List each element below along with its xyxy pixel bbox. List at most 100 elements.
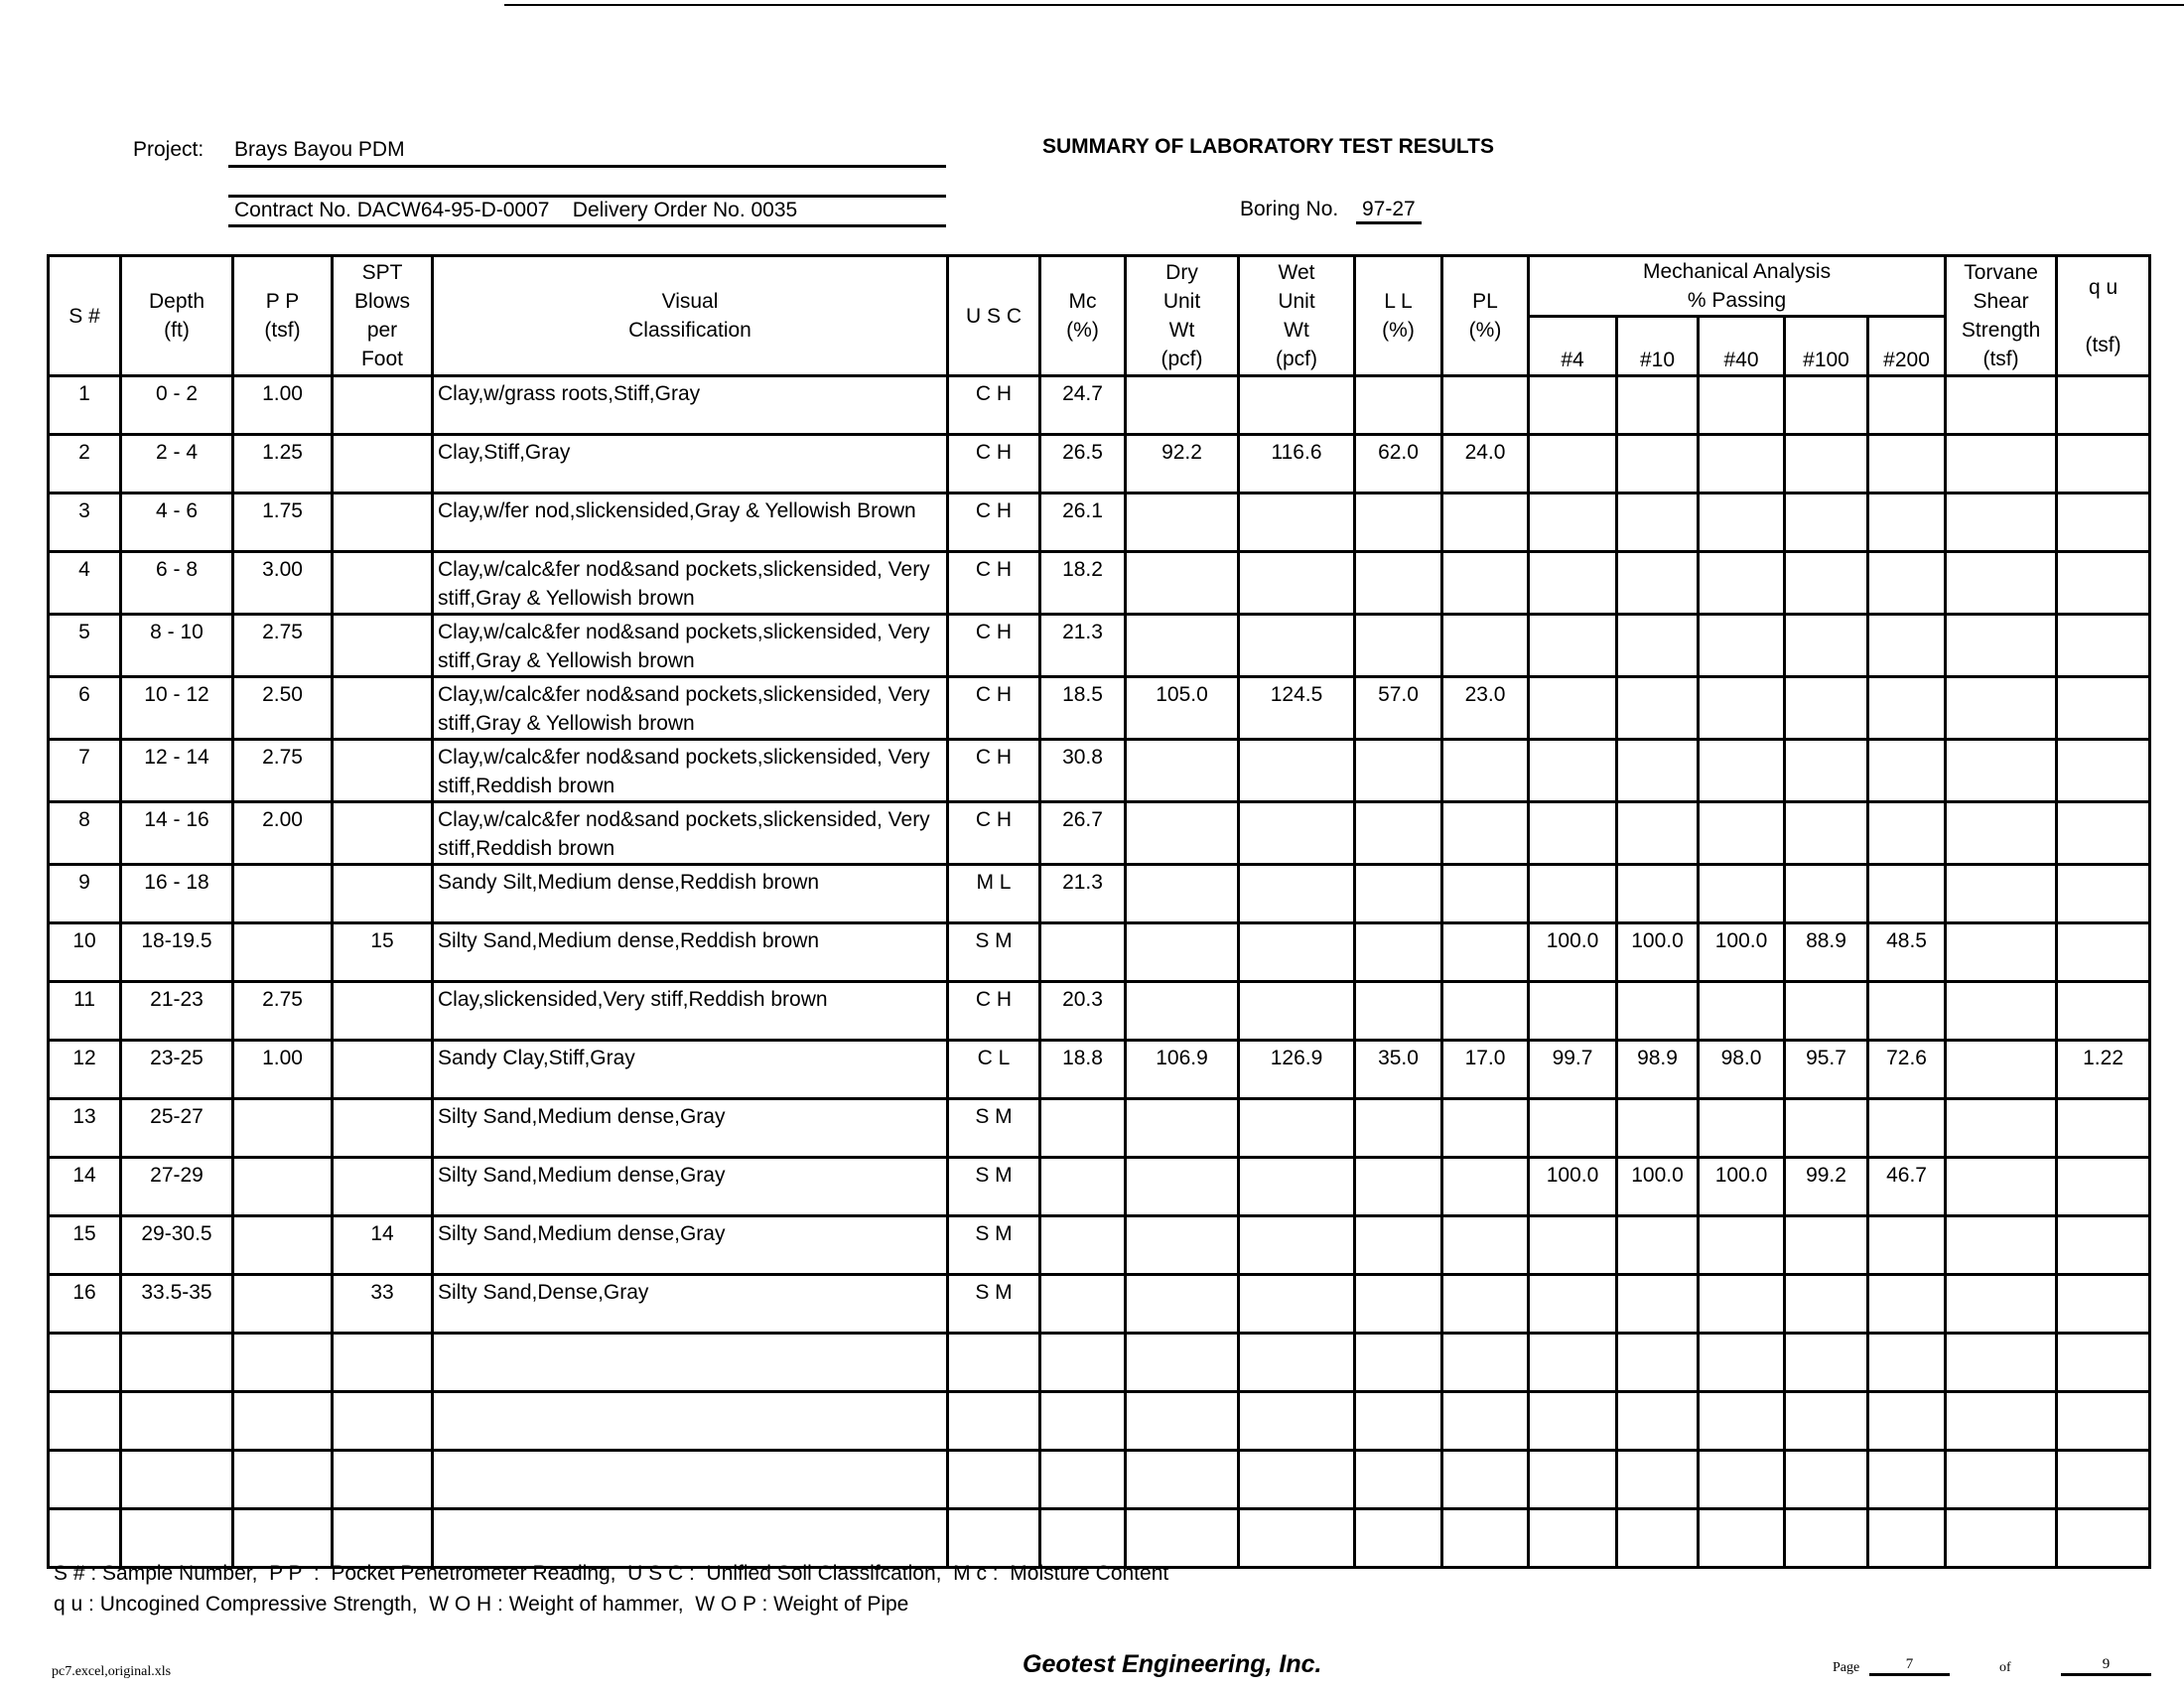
cell-wet-unit-wt (1237, 921, 1356, 983)
cell-depth: 29-30.5 (119, 1214, 234, 1276)
cell-sieve-200 (1865, 738, 1948, 803)
cell-sieve-4 (1527, 550, 1618, 616)
cell-spt-blows (331, 613, 434, 678)
cell-sieve-40 (1697, 980, 1786, 1042)
cell-sample-number: 12 (47, 1039, 122, 1100)
cell-sieve-4 (1527, 980, 1618, 1042)
cell-usc (946, 1332, 1041, 1393)
cell-qu (2055, 1390, 2152, 1452)
col-qu: q u (tsf) (2055, 254, 2152, 377)
cell-dry-unit-wt (1124, 863, 1240, 924)
table-row: 14 27-29 Silty Sand,Medium dense,Gray S M 10… (47, 1156, 2152, 1217)
cell-depth: 18-19.5 (119, 921, 234, 983)
cell-sieve-10 (1615, 1449, 1700, 1510)
cell-sieve-200 (1865, 433, 1948, 494)
cell-mc (1038, 1273, 1127, 1335)
cell-pl (1440, 492, 1530, 553)
cell-sieve-10: 100.0 (1615, 1156, 1700, 1217)
cell-qu (2055, 374, 2152, 436)
cell-spt-blows (331, 1097, 434, 1159)
cell-sieve-200 (1865, 1097, 1948, 1159)
cell-qu (2055, 1507, 2152, 1569)
contract-underline (228, 224, 946, 227)
cell-sieve-10 (1615, 492, 1700, 553)
cell-depth: 10 - 12 (119, 675, 234, 741)
cell-sieve-40 (1697, 1273, 1786, 1335)
cell-sieve-4 (1527, 1390, 1618, 1452)
cell-sieve-200 (1865, 374, 1948, 436)
cell-qu (2055, 433, 2152, 494)
cell-usc (946, 1449, 1041, 1510)
cell-sieve-4: 100.0 (1527, 1156, 1618, 1217)
cell-sieve-200 (1865, 492, 1948, 553)
cell-spt-blows (331, 1449, 434, 1510)
cell-depth: 33.5-35 (119, 1273, 234, 1335)
cell-pp (231, 1390, 334, 1452)
cell-spt-blows (331, 433, 434, 494)
cell-mc: 24.7 (1038, 374, 1127, 436)
table-row: 9 16 - 18 Sandy Silt,Medium dense,Reddish … (47, 863, 2152, 924)
cell-ll (1353, 613, 1443, 678)
cell-depth: 16 - 18 (119, 863, 234, 924)
cell-sieve-100 (1783, 1507, 1869, 1569)
page-label: Page (1833, 1660, 1860, 1675)
cell-sieve-10 (1615, 1273, 1700, 1335)
cell-spt-blows: 33 (331, 1273, 434, 1335)
contract-overline (228, 195, 946, 198)
cell-usc: C H (946, 492, 1041, 553)
cell-pp: 2.00 (231, 800, 334, 866)
cell-ll: 62.0 (1353, 433, 1443, 494)
cell-sample-number: 7 (47, 738, 122, 803)
cell-mc (1038, 1390, 1127, 1452)
cell-sieve-40: 98.0 (1697, 1039, 1786, 1100)
cell-torvane (1944, 921, 2059, 983)
col-sieve-40: #40 (1697, 315, 1786, 377)
cell-usc: M L (946, 863, 1041, 924)
cell-pl (1440, 738, 1530, 803)
cell-visual-classification: Silty Sand,Medium dense,Reddish brown (431, 921, 949, 983)
cell-visual-classification: Sandy Clay,Stiff,Gray (431, 1039, 949, 1100)
cell-pl (1440, 800, 1530, 866)
boring-value: 97-27 (1356, 198, 1422, 224)
cell-mc: 21.3 (1038, 863, 1127, 924)
cell-sieve-100 (1783, 675, 1869, 741)
cell-sieve-4 (1527, 433, 1618, 494)
cell-sieve-10 (1615, 433, 1700, 494)
cell-sieve-10 (1615, 675, 1700, 741)
cell-ll (1353, 863, 1443, 924)
cell-spt-blows (331, 1039, 434, 1100)
cell-usc (946, 1390, 1041, 1452)
cell-torvane (1944, 1273, 2059, 1335)
col-torvane: Torvane Shear Strength (tsf) (1944, 254, 2059, 377)
cell-usc: C H (946, 675, 1041, 741)
cell-visual-classification: Silty Sand,Medium dense,Gray (431, 1214, 949, 1276)
cell-sieve-40: 100.0 (1697, 921, 1786, 983)
cell-visual-classification: Sandy Silt,Medium dense,Reddish brown (431, 863, 949, 924)
cell-mc: 26.1 (1038, 492, 1127, 553)
cell-dry-unit-wt (1124, 374, 1240, 436)
cell-mc: 26.5 (1038, 433, 1127, 494)
cell-usc (946, 1507, 1041, 1569)
cell-depth (119, 1390, 234, 1452)
cell-sample-number: 2 (47, 433, 122, 494)
cell-wet-unit-wt (1237, 800, 1356, 866)
cell-visual-classification: Silty Sand,Dense,Gray (431, 1273, 949, 1335)
cell-sieve-40 (1697, 1214, 1786, 1276)
cell-pl (1440, 1390, 1530, 1452)
cell-usc: C H (946, 738, 1041, 803)
cell-mc (1038, 1449, 1127, 1510)
cell-depth: 27-29 (119, 1156, 234, 1217)
cell-sample-number (47, 1332, 122, 1393)
cell-ll (1353, 1097, 1443, 1159)
cell-sieve-100 (1783, 1097, 1869, 1159)
cell-sieve-100 (1783, 1449, 1869, 1510)
cell-visual-classification: Clay,w/calc&fer nod&sand pockets,slicken… (431, 675, 949, 741)
col-dry-unit-wt: Dry Unit Wt (pcf) (1124, 254, 1240, 377)
cell-dry-unit-wt (1124, 613, 1240, 678)
cell-sieve-100 (1783, 1390, 1869, 1452)
cell-depth: 0 - 2 (119, 374, 234, 436)
cell-pp (231, 1507, 334, 1569)
cell-usc: C H (946, 980, 1041, 1042)
cell-dry-unit-wt (1124, 492, 1240, 553)
cell-sieve-200 (1865, 1507, 1948, 1569)
